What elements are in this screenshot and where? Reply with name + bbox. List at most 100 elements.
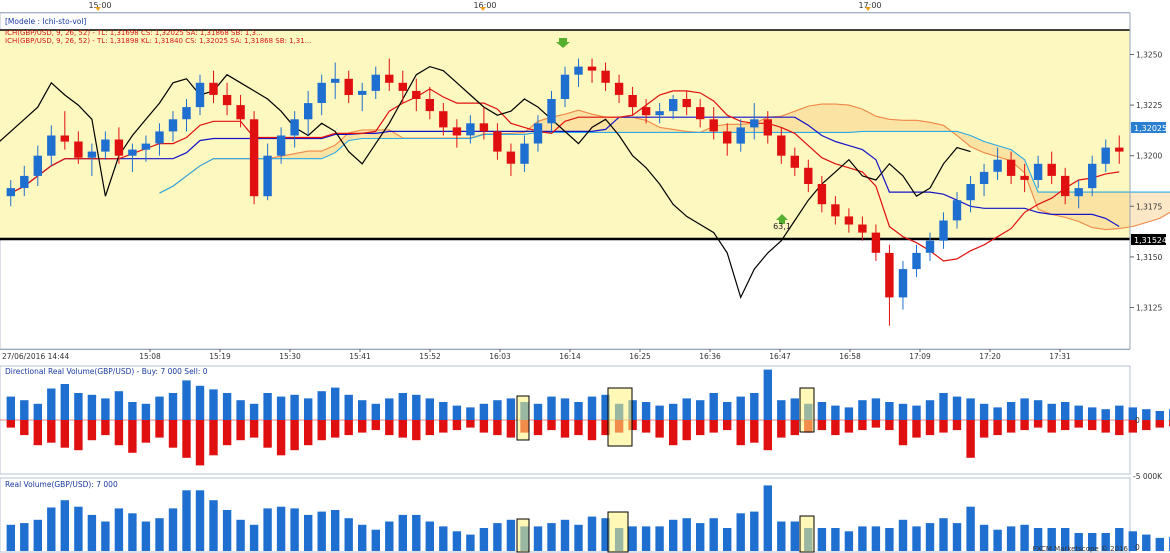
buy-volume-bar (344, 394, 353, 420)
candle-body (371, 74, 380, 91)
candle-body (939, 220, 948, 241)
candle-body (885, 252, 894, 298)
sell-volume-bar (939, 420, 948, 433)
candle-body (844, 216, 854, 225)
candle-body (182, 107, 191, 120)
sell-volume-bar (709, 420, 718, 433)
session-time-label: 17:00 (858, 1, 881, 10)
annotation-label: 63,1 (773, 222, 791, 231)
time-tick-label: 16:36 (699, 352, 721, 361)
sell-volume-bar (452, 420, 462, 431)
volume-bar (452, 531, 462, 551)
volume-bar (195, 490, 205, 551)
volume-bar (723, 528, 732, 551)
sell-volume-bar (371, 420, 380, 431)
candle-body (763, 119, 772, 136)
sell-volume-bar (344, 420, 353, 436)
candle-body (344, 78, 353, 95)
volume-bar (47, 507, 56, 551)
time-tick-label: 16:25 (629, 352, 651, 361)
sell-volume-bar (1061, 420, 1070, 431)
candle-body (1020, 175, 1029, 180)
price-tick-label: 1,3200 (1136, 152, 1162, 161)
highlight-box (799, 387, 815, 433)
candle-body (439, 111, 448, 128)
sell-volume-bar (1115, 420, 1124, 436)
volume-bar (736, 513, 745, 551)
volume-bar (385, 521, 394, 551)
volume-bar (831, 528, 840, 551)
buy-volume-bar (1020, 398, 1029, 420)
buy-volume-bar (182, 380, 191, 420)
session-time-label: 16:00 (473, 1, 496, 10)
buy-volume-bar (560, 398, 570, 420)
candle-body (128, 149, 137, 156)
volume-bar (763, 485, 772, 551)
volume-bar (276, 506, 286, 551)
buy-volume-bar (331, 387, 340, 420)
volume-bar (114, 508, 124, 551)
price-tick-label: 1,3125 (1136, 304, 1162, 313)
candle-body (1101, 147, 1110, 164)
buy-volume-bar (831, 405, 840, 420)
sell-volume-bar (263, 420, 272, 448)
candle-body (466, 123, 475, 136)
candle-body (669, 99, 678, 112)
volume-bar (425, 521, 434, 551)
candle-body (912, 252, 921, 270)
buy-volume-bar (1142, 409, 1151, 420)
volume-bar (641, 526, 651, 551)
buy-volume-bar (412, 394, 421, 420)
buy-volume-bar (236, 400, 245, 420)
sell-volume-bar (831, 420, 840, 436)
session-time-label: 15:00 (88, 1, 111, 10)
sell-volume-bar (533, 420, 543, 436)
volume-bar (358, 524, 367, 551)
sell-volume-bar (844, 420, 854, 433)
buy-volume-bar (574, 402, 583, 420)
time-tick-label: 15:30 (279, 352, 301, 361)
candle-body (74, 141, 83, 158)
sell-volume-bar (1142, 420, 1151, 431)
sell-volume-bar (439, 420, 448, 433)
sell-volume-bar (6, 420, 15, 428)
sell-volume-bar (1020, 420, 1029, 431)
real-volume-axis-zero: 0 (1135, 543, 1140, 552)
current-price-badge: 1,32025 (1131, 122, 1167, 133)
buy-volume-bar (601, 394, 610, 420)
buy-volume-bar (750, 393, 759, 420)
volume-bar (344, 518, 353, 551)
price-axis: 1,3250 1,3225 1,3200 1,3175 1,3150 1,3125 (1129, 13, 1162, 349)
volume-bar (966, 506, 975, 551)
time-tick-label: 27/06/2016 14:44 (2, 352, 69, 361)
volume-bar (506, 519, 516, 551)
buy-volume-bar (628, 400, 637, 420)
candle-body (587, 66, 597, 71)
candle-body (1115, 147, 1124, 152)
buy-volume-bar (479, 403, 489, 420)
directional-axis-min: -5 000K (1133, 472, 1163, 481)
buy-volume-bar (939, 393, 948, 420)
highlight-box (516, 518, 530, 553)
candle-body (614, 82, 624, 95)
buy-volume-bar (696, 400, 705, 420)
candle-body (1074, 188, 1083, 197)
sell-volume-bar (1101, 420, 1110, 433)
buy-volume-bar (385, 398, 394, 420)
buy-volume-bar (506, 398, 516, 420)
price-tick-label: 1,3175 (1136, 202, 1162, 211)
volume-bar (466, 534, 475, 551)
volume-bar (858, 526, 867, 551)
candle-body (155, 131, 164, 144)
volume-bar (155, 518, 164, 551)
buy-volume-bar (655, 405, 664, 420)
volume-bar (1061, 528, 1070, 551)
buy-volume-bar (763, 369, 772, 420)
candle-body (736, 127, 745, 144)
buy-volume-bar (1115, 405, 1124, 420)
buy-volume-bar (141, 403, 151, 420)
buy-volume-bar (1128, 407, 1137, 420)
volume-bar (20, 523, 29, 551)
candle-body (1006, 159, 1016, 176)
sell-volume-bar (952, 420, 962, 431)
